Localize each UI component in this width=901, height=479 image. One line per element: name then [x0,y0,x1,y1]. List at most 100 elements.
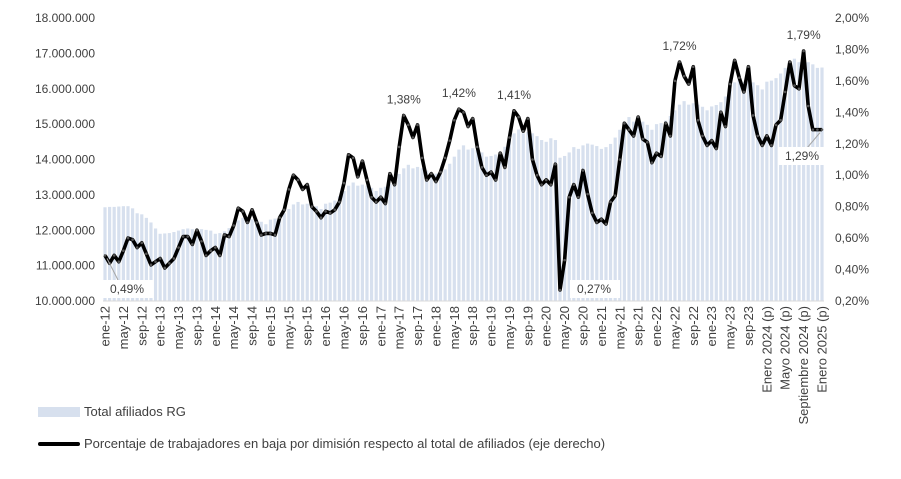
line-point [388,172,392,175]
x-axis-tick-label: ene-20 [539,306,554,346]
bar [590,144,594,301]
bar [484,156,489,301]
bar [158,233,162,301]
line-point [163,266,167,270]
bar [733,82,737,301]
bar [503,146,507,301]
bar [278,216,282,301]
bar [218,233,222,301]
line-point [319,216,323,219]
line-point [480,166,484,169]
bar [402,168,406,301]
line-point [714,147,718,150]
bar [774,78,778,301]
x-axis-tick-label: may-16 [337,306,352,349]
bar [792,58,797,302]
bar [664,120,668,302]
x-axis-tick-label: sep-14 [245,306,260,346]
bar [705,110,709,301]
line-point [310,205,314,208]
bar [820,67,824,302]
bar [438,172,443,301]
x-axis-tick-label: ene-15 [263,306,278,346]
right-axis-tick-label: 1,20% [835,137,869,151]
bar [691,103,695,301]
bar [581,145,585,301]
x-axis-tick-label: may-21 [612,306,627,349]
line-point [535,173,539,177]
x-axis-tick-label: ene-13 [153,306,168,346]
line-point [641,137,645,141]
x-axis-tick-label: ene-23 [704,306,719,346]
line-point [397,145,401,149]
bar [802,60,806,302]
line-point [581,169,585,172]
line-point [351,156,355,160]
bar [425,170,429,301]
line-point [696,118,700,122]
bar [650,129,654,301]
line-point [232,224,235,227]
line-point [135,246,139,249]
line-point [342,181,346,185]
line-point [673,79,677,83]
bar [457,149,461,301]
bar [737,78,741,301]
bar [673,110,677,301]
right-axis-tick-label: 1,00% [835,168,869,182]
x-axis-tick-label: sep-18 [465,306,480,346]
bar [811,64,815,301]
bar [599,148,603,301]
line-point [112,254,116,257]
line-series-porcentaje-bajas [103,49,824,292]
bar [379,187,383,301]
line-point [273,233,277,237]
legend-bar-label: Total afiliados RG [84,404,186,419]
bar-series-total-afiliados [103,58,824,302]
annotation-label: 1,38% [387,92,421,106]
bar [392,179,397,301]
line-point [797,87,801,91]
line-point [788,60,792,64]
bar [489,155,493,301]
bar [746,80,751,301]
line-point [710,139,713,142]
bar [232,224,236,301]
bar [471,148,475,301]
x-axis-tick-label: sep-16 [355,306,370,346]
line-point [618,158,622,161]
x-axis-tick-label: sep-15 [300,306,315,346]
bar [117,206,121,301]
legend-bar-swatch [38,406,80,417]
line-point [632,134,635,138]
line-point [526,117,530,120]
line-point [816,128,819,131]
line-point [131,238,134,241]
bar [374,190,378,301]
line-point [604,222,608,226]
line-point [204,254,208,257]
x-axis-tick-label: sep-12 [134,306,149,346]
line-point [292,173,295,177]
bar [540,140,544,301]
bar [517,129,521,301]
line-point [333,208,337,212]
left-axis-tick-label: 12.000.000 [35,223,95,237]
line-point [255,221,258,224]
line-point [425,178,429,182]
line-point [278,216,281,219]
bar [751,82,755,301]
line-point [218,254,222,257]
bar [346,185,351,301]
bar [287,209,291,301]
line-point [411,136,415,139]
annotation-label: 1,42% [442,86,476,100]
bar [526,131,530,301]
line-point [145,252,148,256]
bar [264,224,268,301]
line-point [443,156,447,160]
line-point [439,170,442,174]
line-point [462,111,465,114]
annotation-label: 1,29% [785,149,819,163]
line-point [692,65,695,69]
